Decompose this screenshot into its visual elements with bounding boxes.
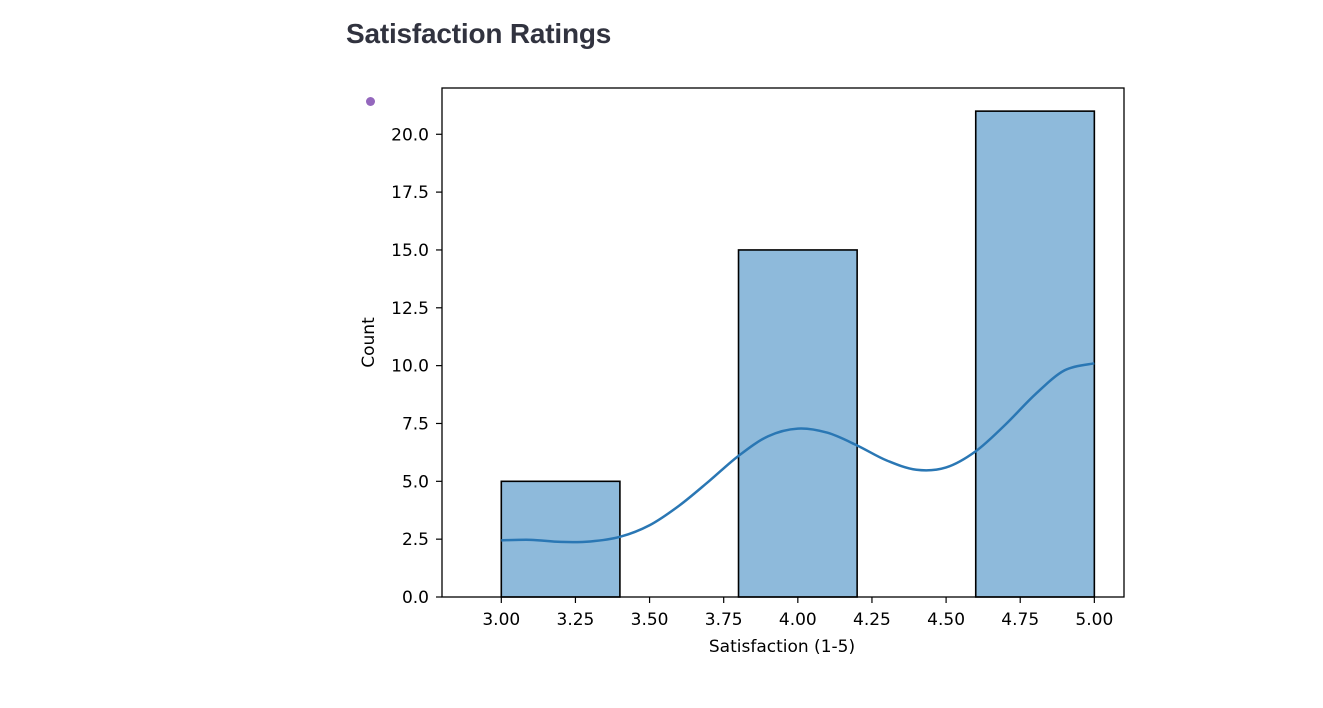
y-tick-label-4: 10.0 xyxy=(391,357,429,377)
histogram-bar-4 xyxy=(974,110,1096,598)
y-tick-label-8: 20.0 xyxy=(391,125,429,145)
y-tick-label-3: 7.5 xyxy=(402,414,429,434)
status-dot xyxy=(366,97,375,106)
x-tick-label-5: 4.25 xyxy=(853,610,891,630)
x-axis-ticks: 3.00 3.25 3.50 3.75 4.00 4.25 4.50 4.75 5.00 xyxy=(482,597,1113,630)
x-tick-label-8: 5.00 xyxy=(1075,610,1113,630)
y-tick-label-5: 12.5 xyxy=(391,299,429,319)
x-tick-label-0: 3.00 xyxy=(482,610,520,630)
plot-frame xyxy=(441,87,1125,598)
y-tick-label-7: 17.5 xyxy=(391,183,429,203)
y-tick-label-6: 15.0 xyxy=(391,241,429,261)
page-title: Satisfaction Ratings xyxy=(346,18,612,49)
x-tick-label-3: 3.75 xyxy=(705,610,743,630)
y-tick-label-1: 2.5 xyxy=(402,530,429,550)
y-tick-label-0: 0.0 xyxy=(402,588,429,608)
x-tick-label-1: 3.25 xyxy=(557,610,595,630)
x-tick-label-2: 3.50 xyxy=(631,610,669,630)
bars-group xyxy=(500,110,1096,598)
x-tick-label-6: 4.50 xyxy=(927,610,965,630)
x-tick-label-4: 4.00 xyxy=(779,610,817,630)
y-axis-ticks: 0.0 2.5 5.0 7.5 10.0 12.5 15.0 17.5 20.0 xyxy=(391,125,442,608)
histogram-bar-2 xyxy=(737,249,858,598)
y-tick-label-2: 5.0 xyxy=(402,472,429,492)
kde-line xyxy=(501,362,1095,544)
y-axis-label: Count xyxy=(359,317,379,368)
x-axis-label: Satisfaction (1-5) xyxy=(709,637,855,657)
x-tick-label-7: 4.75 xyxy=(1001,610,1039,630)
